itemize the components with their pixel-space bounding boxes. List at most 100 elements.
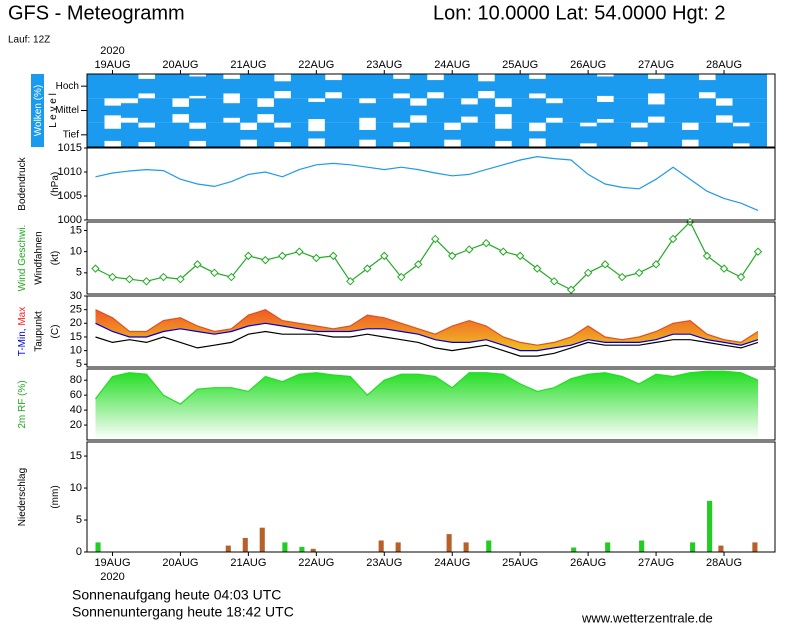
cloud-cell	[409, 74, 428, 99]
cloud-cell	[120, 103, 139, 118]
wind-marker	[227, 272, 236, 282]
y-axis-label: (hPa)	[50, 172, 61, 196]
cloud-cell	[239, 74, 258, 99]
cloud-cell	[698, 98, 717, 123]
cloud-cell	[358, 74, 377, 99]
x-tick-label: 28AUG	[706, 557, 742, 569]
y-axis-label-part: Max	[17, 307, 28, 329]
wind-marker	[193, 260, 202, 269]
cloud-cell	[562, 74, 581, 99]
cloud-cell	[324, 80, 343, 93]
cloud-cell	[579, 98, 598, 123]
y-axis-label-part: Bodendruck	[17, 156, 28, 210]
cloud-cell	[273, 127, 292, 143]
cloud-cell	[681, 98, 700, 123]
panel-frame	[86, 441, 776, 553]
precip-bar	[571, 547, 577, 552]
panel-frame	[86, 368, 776, 441]
x-tick-label: 24AUG	[434, 59, 470, 71]
y-axis-label-part: (hPa)	[50, 172, 61, 196]
y-axis-label-part: 2m RF (%)	[17, 380, 28, 428]
x-tick-label: 20AUG	[162, 557, 198, 569]
y-tick-label: 60	[70, 389, 82, 401]
precip-bar	[752, 542, 758, 552]
wind-marker	[125, 274, 134, 284]
x-tick-label: 28AUG	[706, 59, 742, 71]
cloud-cell	[205, 98, 224, 123]
y-axis-label: Bodendruck	[17, 156, 28, 210]
y-tick-label: 10	[70, 482, 82, 494]
cloud-cell	[307, 101, 326, 120]
cloud-cell	[375, 98, 394, 123]
wind-marker	[210, 268, 219, 278]
cloud-cell	[392, 127, 411, 143]
pressure-line	[95, 155, 759, 211]
y-axis-label-part: (mm)	[50, 485, 61, 508]
cloud-cell	[732, 74, 751, 99]
x-tick-label: 25AUG	[502, 59, 538, 71]
sunrise: Sonnenaufgang heute 04:03 UTC	[72, 587, 281, 603]
wind-marker	[431, 234, 440, 244]
cloud-cell	[103, 105, 122, 116]
cloud-cell	[494, 106, 513, 115]
cloud-cell	[647, 104, 666, 117]
y-axis-label-part: Windfahnen	[33, 231, 44, 284]
cloud-cell	[681, 129, 700, 140]
y-axis-label-part: T-Min,	[17, 328, 28, 356]
y-tick-label: 20	[70, 419, 82, 431]
precip-bar	[486, 540, 492, 552]
cloud-cell	[205, 74, 224, 99]
precip-bar	[463, 542, 469, 552]
cloud-cell	[460, 104, 479, 117]
cloud-cell	[579, 126, 598, 144]
x-tick-label: 26AUG	[570, 59, 606, 71]
wind-marker	[583, 268, 593, 278]
x-tick-label: 21AUG	[230, 59, 266, 71]
cloud-cell	[630, 98, 649, 123]
y-axis-label: Taupunkt	[33, 311, 44, 352]
wind-marker	[346, 277, 355, 286]
y-tick-label: 15	[70, 450, 82, 462]
cloud-cell	[103, 74, 122, 99]
wind-marker	[295, 247, 304, 256]
cloud-cell	[732, 98, 751, 123]
location: Lon: 10.0000 Lat: 54.0000 Hgt: 2	[433, 2, 725, 24]
wind-marker	[566, 285, 576, 294]
cloud-cell	[715, 105, 734, 116]
cloud-cell	[375, 74, 394, 99]
precip-bar	[95, 542, 101, 552]
cloud-cell	[87, 74, 105, 99]
cloud-cell	[256, 106, 275, 115]
cloud-cell	[171, 106, 190, 115]
y-axis-label: (kt)	[50, 251, 61, 265]
cloud-cell	[358, 103, 377, 118]
y-axis-label-part: L e v e l	[48, 93, 59, 128]
x-tick-label: 27AUG	[638, 59, 674, 71]
cloud-cell	[749, 74, 768, 99]
cloud-cell	[426, 98, 445, 123]
precip-bar	[242, 537, 248, 552]
panel-background	[87, 148, 775, 220]
wind-marker	[108, 272, 117, 282]
cloud-cell	[222, 122, 241, 147]
y-tick-label: 5	[76, 358, 82, 370]
cloud-cell	[698, 122, 717, 147]
cloud-cell	[273, 81, 292, 92]
cloud-cell	[426, 80, 445, 93]
wind-marker	[634, 268, 644, 278]
wind-marker	[312, 253, 321, 263]
cloud-cell	[511, 122, 530, 147]
cloud-cell	[732, 126, 751, 144]
precip-bar	[310, 548, 316, 552]
x-tick-label: 19AUG	[94, 557, 130, 569]
cloud-cell	[392, 78, 411, 94]
x-tick-label: 20AUG	[162, 59, 198, 71]
cloud-cell	[647, 122, 666, 147]
wind-line	[95, 220, 759, 291]
y-axis-label: Wolken (%)	[33, 85, 44, 137]
cloud-cell	[596, 101, 615, 120]
cloud-cell	[545, 122, 564, 147]
cloud-cell	[307, 74, 326, 99]
label-background	[31, 74, 44, 147]
cloud-cell	[137, 78, 156, 94]
